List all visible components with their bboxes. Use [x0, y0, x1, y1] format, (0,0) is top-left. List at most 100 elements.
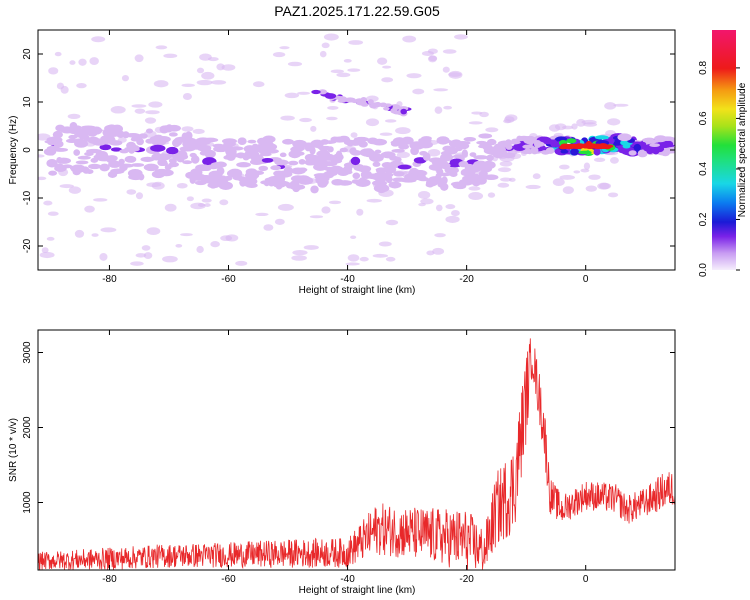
spectrogram-streak-blob: [311, 89, 321, 95]
spectrogram-blob: [445, 155, 454, 160]
spectrogram-blob: [75, 160, 89, 165]
spectrogram-blob-faint: [134, 108, 146, 114]
spectrogram-blob: [371, 138, 388, 146]
spectrogram-blob-faint: [585, 185, 598, 192]
spectrogram-blob: [106, 155, 118, 162]
spectrogram-streak-blob: [318, 89, 328, 95]
spectrogram-blob: [88, 163, 102, 170]
spectrogram-blob: [184, 131, 193, 140]
spectrogram-blob: [119, 149, 129, 154]
spectrogram-blob: [570, 148, 580, 156]
spectrogram-blob: [168, 132, 178, 137]
spectrogram-blob-faint: [377, 57, 388, 65]
spectrogram-blob: [374, 149, 382, 154]
colorbar-gradient: [712, 30, 736, 270]
spectrogram-blob-faint: [297, 91, 311, 95]
spectrogram-blob-faint: [131, 104, 147, 108]
spectrogram-blob: [445, 167, 459, 174]
snr-x-tick-label: 0: [583, 574, 589, 585]
spectrogram-blob: [107, 170, 118, 178]
spectrogram-blob-faint: [497, 167, 512, 173]
spectrogram-blob: [637, 149, 646, 158]
spectrogram-blob-faint: [78, 58, 87, 66]
spectrogram-blob: [391, 148, 405, 153]
spectrogram-blob-faint: [581, 119, 597, 125]
colorbar: 0.0 0.2 0.4 0.6 0.8 Normalized spectral ampl…: [698, 30, 748, 277]
spectrogram-blob-faint: [343, 58, 352, 63]
spectrogram-blob: [243, 145, 257, 153]
spectrogram-blob: [85, 169, 94, 174]
spectrogram-blob-faint: [48, 67, 59, 75]
spectrogram-blob-faint: [365, 118, 380, 127]
spectrogram-blob-faint: [39, 251, 55, 259]
spectrogram-blob: [125, 133, 141, 138]
spectrogram-blob: [422, 152, 431, 161]
spectrogram-blob: [467, 173, 481, 180]
spectrogram-blob-faint: [485, 127, 499, 133]
spectrogram-blob-faint: [454, 34, 468, 40]
spectrogram-blob: [212, 143, 225, 148]
spectrogram-blob: [390, 141, 400, 147]
spectrogram-blob: [77, 155, 91, 160]
spectrogram-blob: [367, 175, 383, 180]
spectrogram-blob: [119, 163, 134, 168]
spectrogram-streak-blob: [400, 108, 407, 115]
spectrogram-blob: [367, 153, 381, 158]
spectrogram-blob-faint: [532, 173, 541, 180]
spectrogram-blob-faint: [552, 178, 565, 186]
spectrogram-blob: [473, 155, 489, 160]
colorbar-tick-label: 0.2: [698, 212, 709, 226]
spectrogram-blob: [659, 136, 675, 141]
spectrogram-blob: [513, 143, 527, 152]
snr-y-ticks: 1000 2000 3000: [22, 341, 675, 514]
spectrogram-blob-faint: [221, 64, 236, 71]
spectrogram-blob-faint: [336, 72, 351, 78]
spectrogram-blob: [130, 137, 140, 142]
spectrogram-blob-faint: [326, 116, 338, 121]
snr-x-tick-label: -40: [340, 574, 355, 585]
spectrogram-blob: [166, 146, 179, 155]
spectrogram-blob: [292, 184, 301, 193]
spectrogram-blob-faint: [99, 252, 108, 261]
spectrogram-blob-faint: [186, 196, 194, 202]
spectrogram-blob-faint: [310, 125, 317, 132]
colorbar-ticks: 0.0 0.2 0.4 0.6 0.8: [698, 61, 740, 277]
spectrogram-blob: [131, 163, 145, 167]
spectrogram-blob: [416, 170, 427, 177]
spectrogram-blob-peak: [560, 143, 569, 147]
spectrogram-blob-faint: [68, 186, 82, 194]
spectrogram-blob-faint: [190, 202, 206, 210]
spectrogram-blob-faint: [210, 241, 220, 248]
spectrogram-blob: [352, 172, 361, 180]
spectrogram-blob: [164, 164, 172, 171]
spectrogram-blob-faint: [146, 227, 161, 236]
spectrogram-blob: [86, 148, 102, 154]
spectrogram-blob-faint: [525, 184, 541, 190]
spectrogram-blob: [477, 174, 486, 182]
spectrogram-blob: [649, 143, 661, 148]
spectrogram-blob: [290, 167, 306, 175]
spectrogram-blob: [298, 158, 306, 165]
spectrogram-streak-blob: [383, 106, 390, 111]
spectrogram-blob: [357, 165, 372, 173]
snr-x-tick-label: -20: [459, 574, 474, 585]
spectrogram-blob-faint: [91, 233, 99, 237]
spectrogram-blob-peak: [570, 143, 579, 148]
spectrogram-blob: [617, 133, 632, 142]
spectrogram-blob: [72, 169, 81, 176]
spectrogram-blob-faint: [163, 53, 178, 59]
spectrogram-blob-faint: [145, 110, 160, 115]
spectrogram-blob-faint: [385, 256, 396, 262]
spectrogram-streak-blob: [337, 99, 347, 103]
spectrogram-blob: [507, 140, 521, 145]
spectrogram-blob-faint: [509, 177, 516, 182]
spectrogram-blob: [124, 155, 137, 163]
spectrogram-blob-faint: [287, 61, 303, 67]
spectrogram-blob: [99, 144, 112, 151]
spectrogram-blob-faint: [135, 253, 147, 258]
spectrogram-blob: [622, 143, 631, 149]
spectrogram-blob: [247, 139, 257, 144]
spectrogram-blob: [339, 147, 348, 153]
snr-x-ticks: -80 -60 -40 -20 0: [102, 330, 589, 585]
spectrogram-blob: [157, 158, 165, 166]
